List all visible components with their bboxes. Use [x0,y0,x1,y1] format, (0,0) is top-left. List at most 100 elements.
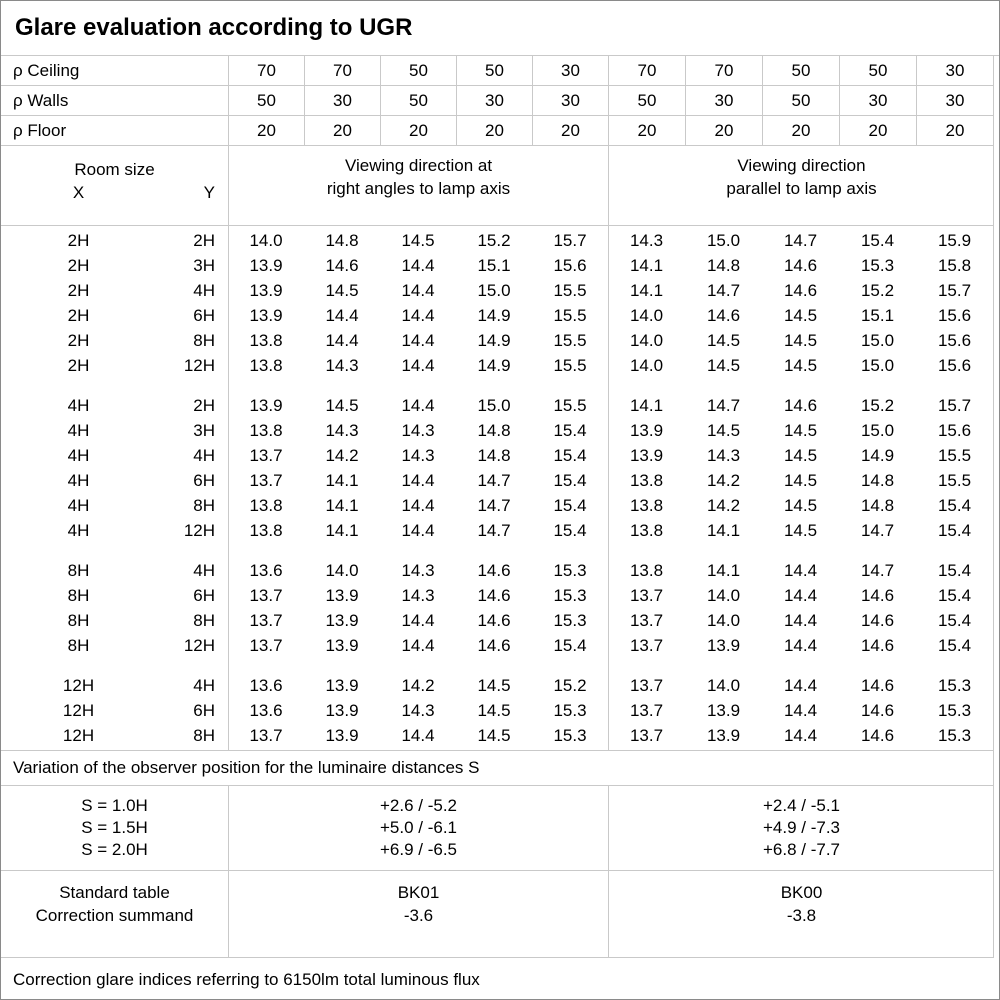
correction-summand-label: Correction summand [35,906,194,925]
room-size-x: 2H [67,330,90,350]
room-size-y: 12H [183,520,215,540]
ugr-table-row: 2H 3H 13.9 14.6 14.4 15.1 15.6 14.1 14.8 14.6 15.3… [1,253,993,278]
ugr-table-row: 4H 2H 13.9 14.5 14.4 15.0 15.5 14.1 14.7 14.6 15.2… [1,393,993,418]
reflectance-value: 30 [916,86,993,115]
ugr-value: 15.1 [477,255,511,275]
variation-note: Variation of the observer position for t… [13,758,480,777]
reflectance-value: 30 [839,86,916,115]
ugr-value: 14.4 [401,330,435,350]
ugr-value: 14.1 [706,560,741,580]
ugr-value: 13.7 [629,675,664,695]
ugr-value: 14.3 [401,445,435,465]
title-bar: Glare evaluation according to UGR [1,1,999,56]
ugr-value: 14.5 [783,305,818,325]
room-size-x: 4H [67,420,90,440]
ugr-value: 14.5 [325,280,359,300]
ugr-value: 14.9 [477,355,511,375]
ugr-value: 14.6 [477,610,511,630]
ugr-value: 14.5 [783,330,818,350]
room-size-x: 4H [67,495,90,515]
ugr-value: 13.6 [249,700,283,720]
ugr-value: 13.8 [629,520,664,540]
x-column-label: X [72,183,85,202]
reflectance-value: 50 [839,56,916,85]
ugr-table-row: 8H 6H 13.7 13.9 14.3 14.6 15.3 13.7 14.0 14.4 14.6… [1,583,993,608]
reflectance-value: 30 [532,56,608,85]
ugr-table-row: 2H 2H 14.0 14.8 14.5 15.2 15.7 14.3 15.0 14.7 15.4… [1,228,993,253]
s-value: +6.9 / -6.5 [379,840,458,859]
ugr-value: 14.3 [325,420,359,440]
ugr-value: 14.6 [325,255,359,275]
reflectance-row-label: ρ Floor [13,120,67,140]
reflectance-value: 50 [228,86,304,115]
table-content: ρ Ceiling 70 70 50 50 30 70 70 50 50 30 ρ Walls 50 30… [1,56,994,958]
ugr-value: 14.0 [325,560,359,580]
reflectance-value: 50 [608,86,685,115]
reflectance-value: 20 [608,116,685,145]
ugr-value: 15.5 [553,330,587,350]
room-size-y: 8H [193,495,215,515]
ugr-value: 15.4 [553,445,587,465]
group1-line2: right angles to lamp axis [326,179,511,198]
ugr-value: 15.9 [937,230,972,250]
ugr-value: 13.7 [629,635,664,655]
ugr-value: 14.7 [783,230,818,250]
s-value: +5.0 / -6.1 [379,818,458,837]
ugr-value: 14.4 [783,560,818,580]
ugr-value: 15.5 [553,355,587,375]
ugr-value: 14.3 [629,230,664,250]
ugr-value: 14.7 [706,280,741,300]
ugr-value: 14.4 [401,520,435,540]
ugr-value: 14.7 [477,495,511,515]
room-size-x: 8H [67,560,90,580]
ugr-value: 13.9 [325,725,359,745]
reflectance-value: 30 [532,86,608,115]
ugr-value: 14.5 [706,420,741,440]
s-label: S = 2.0H [81,840,148,859]
ugr-data-region: 2H 2H 14.0 14.8 14.5 15.2 15.7 14.3 15.0 14.7 15.4… [1,226,993,751]
ugr-value: 14.6 [783,395,818,415]
ugr-value: 14.8 [477,420,511,440]
footer-note: Correction glare indices referring to 61… [13,969,480,989]
room-size-y: 6H [193,585,215,605]
ugr-value: 13.9 [249,280,283,300]
s-values-right-angles: +2.6 / -5.2 +5.0 / -6.1 +6.9 / -6.5 [228,786,608,870]
ugr-value: 13.9 [325,635,359,655]
ugr-value: 13.9 [249,395,283,415]
s-values-parallel: +2.4 / -5.1 +4.9 / -7.3 +6.8 / -7.7 [608,786,994,870]
room-size-y: 8H [193,330,215,350]
ugr-value: 15.0 [477,395,511,415]
ugr-value: 15.0 [706,230,741,250]
ugr-value: 14.0 [706,675,741,695]
ugr-value: 15.6 [553,255,587,275]
ugr-value: 15.4 [553,470,587,490]
ugr-value: 15.4 [937,560,972,580]
room-size-x: 2H [67,280,90,300]
ugr-value: 15.4 [860,230,895,250]
correction-summand-value: -3.6 [403,906,434,925]
reflectance-value: 20 [916,116,993,145]
ugr-value: 15.4 [937,585,972,605]
ugr-table-row: 4H 4H 13.7 14.2 14.3 14.8 15.4 13.9 14.3 14.5 14.9… [1,443,993,468]
ugr-value: 14.4 [401,280,435,300]
ugr-value: 15.2 [477,230,511,250]
reflectance-value: 20 [228,116,304,145]
ugr-value: 14.5 [783,355,818,375]
room-xy-labels: X Y [1,181,228,204]
ugr-value: 14.6 [477,560,511,580]
ugr-table-row: 4H 12H 13.8 14.1 14.4 14.7 15.4 13.8 14.1 14.5 14.… [1,518,993,543]
ugr-value: 13.8 [249,495,283,515]
ugr-table-row: 2H 12H 13.8 14.3 14.4 14.9 15.5 14.0 14.5 14.5 15.… [1,353,993,378]
ugr-value: 14.6 [860,700,895,720]
room-size-header: Room size X Y [1,146,228,225]
ugr-table-row: 2H 6H 13.9 14.4 14.4 14.9 15.5 14.0 14.6 14.5 15.1… [1,303,993,328]
reflectance-value: 20 [762,116,839,145]
ugr-value: 14.0 [629,355,664,375]
ugr-value: 14.2 [706,495,741,515]
ugr-value: 14.2 [401,675,435,695]
ugr-value: 13.9 [325,610,359,630]
s-label: S = 1.5H [81,818,148,837]
room-size-y: 3H [193,420,215,440]
ugr-value: 14.9 [860,445,895,465]
ugr-value: 14.0 [706,610,741,630]
